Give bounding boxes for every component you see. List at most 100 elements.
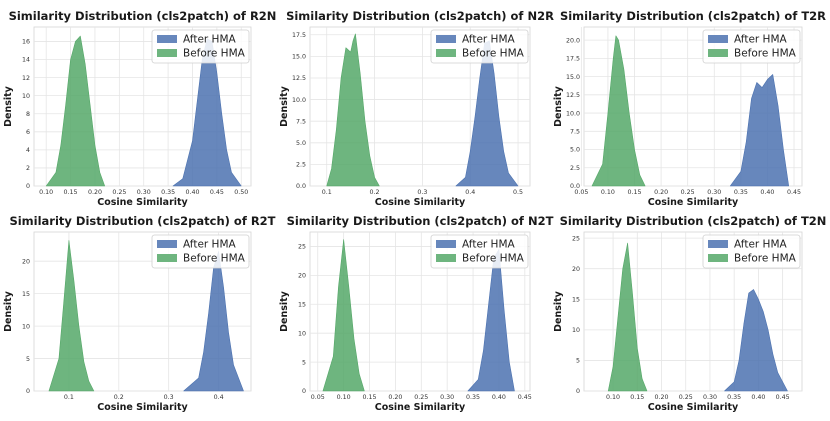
x-tick-label: 0.45 (787, 189, 801, 196)
legend-swatch (708, 49, 728, 57)
y-tick-label: 7.5 (570, 128, 580, 135)
y-tick-label: 5.0 (296, 140, 306, 147)
legend-label: After HMA (183, 34, 237, 46)
x-tick-label: 0.25 (414, 394, 428, 401)
density-area-before-hma (607, 242, 648, 392)
y-tick-label: 10 (22, 93, 30, 100)
legend-label: Before HMA (462, 253, 525, 265)
legend-swatch (436, 35, 456, 43)
legend-swatch (157, 35, 177, 43)
y-axis-label: Density (3, 85, 14, 127)
legend-label: After HMA (734, 34, 788, 46)
panel-6: 0.10 0.15 0.20 0.25 0.30 0.35 0.40 0.45 0 5 10 15 20… (553, 214, 826, 413)
y-tick-label: 20 (298, 273, 306, 280)
y-tick-label: 5 (26, 356, 30, 363)
chart-title: Similarity Distribution (cls2patch) of R… (9, 9, 277, 23)
y-axis-label: Density (279, 290, 290, 332)
legend-swatch (436, 49, 456, 57)
x-tick-label: 0.25 (679, 394, 693, 401)
x-axis-label: Cosine Similarity (648, 197, 739, 208)
x-tick-label: 0.10 (606, 394, 620, 401)
x-tick-label: 0.1 (322, 189, 332, 196)
x-tick-label: 0.30 (440, 394, 454, 401)
y-tick-label: 20.0 (566, 37, 580, 44)
y-tick-label: 17.5 (292, 32, 306, 39)
x-axis-label: Cosine Similarity (375, 197, 466, 208)
x-tick-label: 0.4 (214, 394, 224, 401)
y-tick-label: 12.5 (292, 75, 306, 82)
legend: After HMA Before HMA (430, 29, 529, 64)
x-tick-label: 0.45 (518, 394, 532, 401)
y-tick-label: 5 (302, 359, 306, 366)
y-tick-label: 25 (572, 235, 580, 242)
legend-label: Before HMA (462, 48, 525, 60)
legend-label: Before HMA (183, 253, 246, 265)
legend-swatch (708, 254, 728, 262)
legend-label: After HMA (462, 239, 516, 251)
density-area-after-hma (724, 289, 788, 392)
legend-label: Before HMA (734, 48, 797, 60)
y-tick-label: 17.5 (566, 56, 580, 63)
y-tick-label: 0 (576, 388, 580, 395)
density-area-before-hma (48, 240, 95, 392)
x-tick-label: 0.40 (751, 394, 765, 401)
x-tick-label: 0.3 (417, 189, 427, 196)
x-tick-label: 0.30 (703, 394, 717, 401)
legend: After HMA Before HMA (151, 234, 250, 269)
x-tick-label: 0.25 (112, 189, 126, 196)
y-tick-label: 6 (26, 129, 30, 136)
y-tick-label: 7.5 (296, 118, 306, 125)
x-tick-label: 0.20 (654, 189, 668, 196)
x-tick-label: 0.10 (601, 189, 615, 196)
x-tick-label: 0.35 (727, 394, 741, 401)
x-tick-label: 0.50 (234, 189, 248, 196)
x-tick-label: 0.40 (185, 189, 199, 196)
panel-1: 0.10 0.15 0.20 0.25 0.30 0.35 0.40 0.45 0.50 0 2 4 6… (3, 9, 276, 208)
y-tick-label: 16 (22, 39, 30, 46)
chart-title: Similarity Distribution (cls2patch) of T… (560, 9, 826, 23)
x-tick-label: 0.40 (760, 189, 774, 196)
y-tick-label: 5 (576, 358, 580, 365)
panel-4: 0.1 0.2 0.3 0.4 0 5 10 15 20 Similarity Distribut… (3, 214, 276, 413)
panel-5: 0.05 0.10 0.15 0.20 0.25 0.30 0.35 0.40 0.45 0 5 10… (279, 214, 554, 413)
x-axis-label: Cosine Similarity (97, 197, 188, 208)
y-tick-label: 20 (572, 266, 580, 273)
y-tick-label: 15.0 (292, 54, 306, 61)
legend-label: Before HMA (183, 48, 246, 60)
x-tick-label: 0.35 (466, 394, 480, 401)
density-area-after-hma (729, 74, 790, 187)
y-tick-label: 0 (26, 388, 30, 395)
y-tick-label: 10.0 (566, 110, 580, 117)
x-tick-label: 0.4 (465, 189, 475, 196)
x-axis-label: Cosine Similarity (648, 402, 739, 413)
density-area-before-hma (322, 239, 365, 392)
x-tick-label: 0.45 (210, 189, 224, 196)
legend: After HMA Before HMA (430, 234, 529, 269)
x-axis-label: Cosine Similarity (375, 402, 466, 413)
x-tick-label: 0.2 (114, 394, 124, 401)
y-tick-label: 2 (26, 165, 30, 172)
chart-title: Similarity Distribution (cls2patch) of R… (9, 214, 275, 228)
x-tick-label: 0.30 (137, 189, 151, 196)
y-tick-label: 0.0 (296, 183, 306, 190)
y-tick-label: 0 (26, 183, 30, 190)
y-tick-label: 0 (302, 388, 306, 395)
legend: After HMA Before HMA (702, 29, 801, 64)
panel-2: 0.1 0.2 0.3 0.4 0.5 0.0 2.5 5.0 7.5 10.0 12.5 15.0 1… (279, 9, 554, 208)
y-tick-label: 14 (22, 57, 30, 64)
y-tick-label: 20 (22, 258, 30, 265)
y-tick-label: 2.5 (296, 162, 306, 169)
legend-swatch (436, 254, 456, 262)
x-tick-label: 0.05 (574, 189, 588, 196)
x-tick-label: 0.15 (630, 394, 644, 401)
y-tick-label: 0.0 (570, 183, 580, 190)
y-tick-label: 15 (572, 296, 580, 303)
legend-label: After HMA (183, 239, 237, 251)
legend-label: After HMA (462, 34, 516, 46)
legend: After HMA Before HMA (702, 234, 801, 269)
x-axis-label: Cosine Similarity (97, 402, 188, 413)
y-tick-label: 10.0 (292, 97, 306, 104)
x-tick-label: 0.20 (388, 394, 402, 401)
